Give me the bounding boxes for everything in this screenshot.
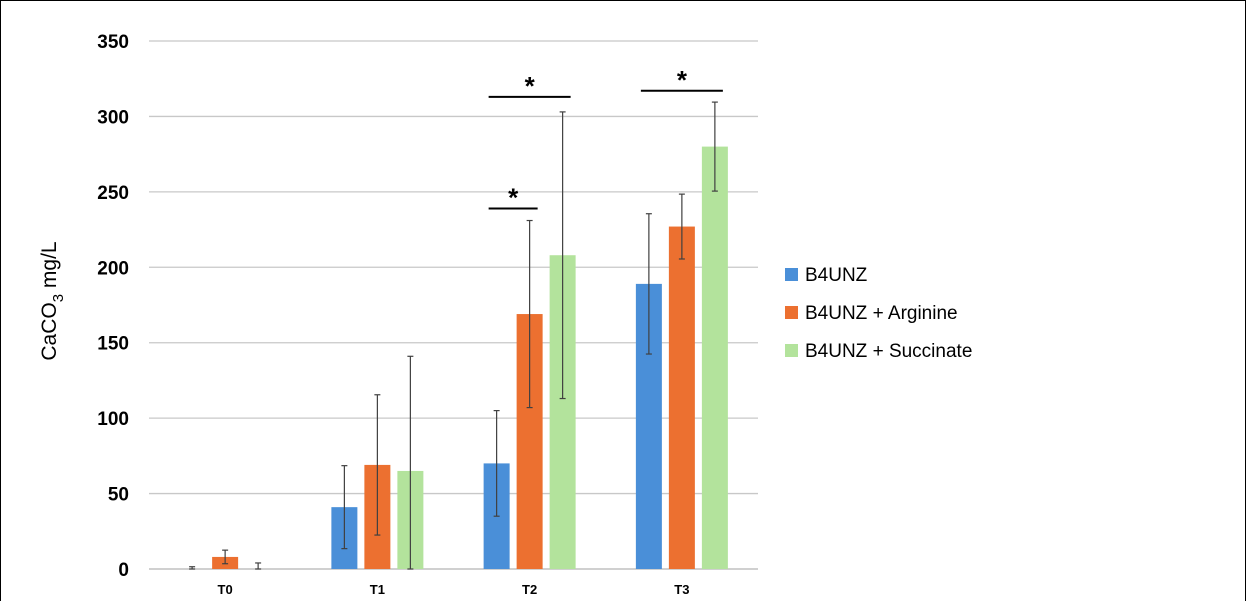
- significance-marker: *: [488, 182, 538, 212]
- error-bar: [493, 410, 500, 517]
- error-bars: [189, 101, 718, 570]
- legend-swatch: [785, 306, 798, 319]
- significance-star: *: [525, 71, 536, 101]
- error-bar: [711, 101, 718, 192]
- error-bar: [407, 355, 414, 570]
- y-axis-ticks: 0 50 100 150 200 250 300 350: [97, 32, 129, 581]
- y-tick-label: 300: [97, 107, 129, 128]
- error-bar: [374, 394, 381, 536]
- legend-label: B4UNZ + Succinate: [805, 341, 972, 362]
- significance-marker: *: [640, 65, 723, 95]
- error-bar: [341, 465, 348, 550]
- legend-item: B4UNZ + Arginine: [785, 303, 958, 324]
- legend-label: B4UNZ + Arginine: [805, 303, 958, 324]
- error-bar: [559, 111, 566, 400]
- x-tick-label: T3: [674, 582, 689, 597]
- error-bar: [645, 213, 652, 355]
- y-axis-label: CaCO3 mg/L: [38, 241, 67, 360]
- y-tick-label: 100: [97, 409, 129, 430]
- x-tick-label: T0: [218, 582, 233, 597]
- error-bar: [255, 562, 262, 570]
- significance-marker: *: [488, 71, 571, 101]
- error-bar: [222, 549, 229, 565]
- error-bar: [678, 193, 685, 260]
- significance-annotations: * * *: [488, 65, 723, 212]
- error-bar: [526, 219, 533, 409]
- x-axis-ticks: T0 T1 T2 T3: [218, 582, 690, 597]
- significance-star: *: [677, 65, 688, 95]
- y-tick-label: 50: [108, 485, 129, 506]
- legend-swatch: [785, 268, 798, 281]
- legend-item: B4UNZ + Succinate: [785, 341, 972, 362]
- legend-item: B4UNZ: [785, 265, 868, 286]
- y-tick-label: 0: [118, 560, 129, 581]
- x-tick-label: T2: [522, 582, 537, 597]
- bars: [212, 146, 728, 569]
- bar-t3-series-2: [701, 146, 728, 569]
- bar-t3-series-1: [668, 226, 695, 569]
- y-tick-label: 200: [97, 258, 129, 279]
- gridlines: [149, 40, 758, 570]
- y-tick-label: 150: [97, 334, 129, 355]
- y-tick-label: 250: [97, 183, 129, 204]
- legend-swatch: [785, 344, 798, 357]
- x-tick-label: T1: [370, 582, 385, 597]
- y-tick-label: 350: [97, 32, 129, 53]
- legend: B4UNZ B4UNZ + Arginine B4UNZ + Succinate: [785, 265, 972, 362]
- legend-label: B4UNZ: [805, 265, 868, 286]
- significance-star: *: [508, 182, 519, 212]
- error-bar: [189, 566, 196, 570]
